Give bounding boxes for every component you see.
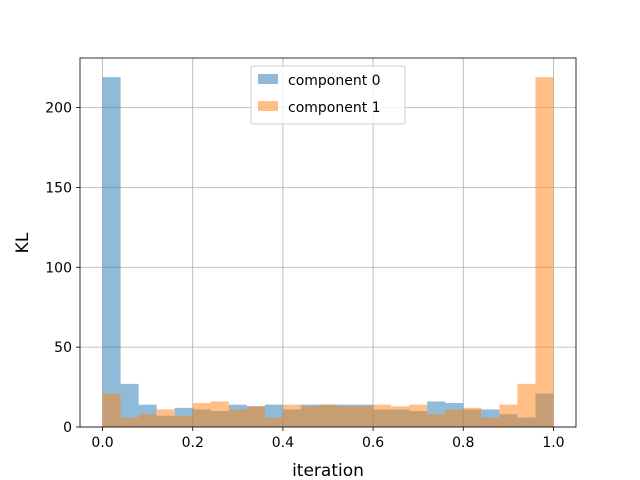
y-tick-label: 150	[45, 180, 72, 196]
bar-component-1-bin-9	[264, 417, 283, 427]
bar-component-1-bin-14	[355, 406, 374, 427]
x-tick-label: 1.0	[542, 435, 564, 451]
x-tick-label: 0.4	[272, 435, 294, 451]
bar-component-1-bin-3	[156, 409, 175, 427]
legend: component 0 component 1	[250, 65, 406, 125]
bar-component-1-bin-13	[337, 406, 356, 427]
plot-frame	[79, 57, 577, 428]
y-axis-label: KL	[13, 232, 33, 253]
bars	[102, 77, 554, 428]
bar-component-1-bin-8	[246, 406, 265, 427]
y-tick-label: 0	[63, 420, 72, 436]
y-axis-ticks: 0 50 100 150 200	[45, 101, 80, 436]
x-tick-label: 0.8	[452, 435, 474, 451]
bar-component-1-bin-4	[174, 415, 193, 427]
bar-component-1-bin-24	[535, 77, 554, 428]
x-tick-label: 0.6	[362, 435, 384, 451]
bar-component-1-bin-1	[120, 417, 139, 427]
bar-component-1-bin-10	[282, 404, 301, 427]
bar-component-1-bin-20	[463, 407, 482, 427]
legend-label-component-0: component 0	[288, 73, 381, 89]
bar-component-1-bin-15	[373, 404, 392, 427]
x-tick-label: 0.2	[182, 435, 204, 451]
bar-component-1-bin-21	[481, 417, 500, 427]
bar-component-1-bin-11	[300, 406, 319, 427]
legend-label-component-1: component 1	[288, 100, 381, 116]
bar-component-1-bin-5	[192, 403, 211, 427]
y-tick-label: 200	[45, 101, 72, 117]
bar-component-1-bin-23	[517, 383, 536, 427]
x-axis-ticks: 0.0 0.2 0.4 0.6 0.8 1.0	[91, 427, 565, 451]
bar-component-0-bin-0	[102, 77, 121, 428]
bar-component-1-bin-2	[138, 414, 157, 427]
bar-component-1-bin-12	[318, 404, 338, 427]
legend-box	[250, 65, 406, 125]
bar-component-1-bin-0	[102, 393, 121, 427]
bar-component-1-bin-6	[210, 401, 229, 427]
bar-component-1-bin-19	[445, 409, 464, 427]
legend-swatch-component-1	[258, 101, 278, 111]
bar-component-1-bin-22	[499, 404, 518, 427]
x-tick-label: 0.0	[91, 435, 113, 451]
bar-component-1-bin-18	[427, 414, 446, 427]
y-tick-label: 100	[45, 260, 72, 276]
legend-swatch-component-0	[258, 74, 278, 84]
y-tick-label: 50	[54, 340, 72, 356]
bar-component-0-bin-1	[120, 383, 139, 427]
bar-component-1-bin-16	[391, 406, 410, 427]
bar-component-1-bin-7	[228, 409, 247, 427]
bar-component-1-bin-17	[409, 404, 428, 427]
x-axis-label: iteration	[292, 461, 364, 480]
